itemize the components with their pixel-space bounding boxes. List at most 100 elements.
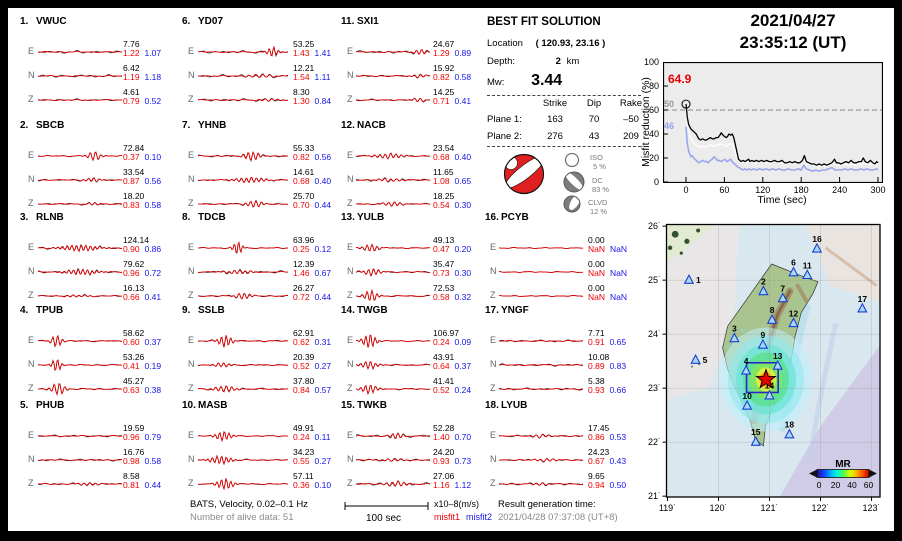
misfit1-value: 0.67 [588, 456, 605, 466]
mech-decomposition-icons [563, 152, 585, 213]
channel-values: 14.25 0.71 0.41 [433, 88, 471, 106]
strike-header: Strike [542, 98, 568, 109]
station-number: 7. [182, 120, 191, 131]
peak-amplitude: 10.08 [588, 352, 610, 362]
station-number: 17. [485, 305, 499, 316]
channel-label: E [28, 150, 35, 160]
station-map-number: 6 [791, 258, 796, 268]
station-block: 3. RLNB E 124.14 0.90 0.86 N 79.62 0.96 0.72 Z 16.1… [20, 212, 178, 308]
peak-amplitude: 0.00 [588, 259, 605, 269]
peak-amplitude: 16.76 [123, 447, 145, 457]
misfit2-value: 0.52 [144, 96, 162, 106]
misfit1-value: 0.36 [293, 480, 310, 490]
channel-label: Z [188, 478, 194, 488]
misfit2-value: 0.66 [609, 385, 627, 395]
peak-amplitude: 14.25 [433, 87, 455, 97]
station-name: SBCB [36, 120, 65, 131]
waveform [38, 458, 122, 462]
mw-value: 3.44 [531, 72, 563, 89]
waveform [198, 478, 288, 491]
misfit2-value: 0.31 [314, 337, 332, 347]
waveform [38, 201, 122, 206]
waveform [38, 151, 122, 162]
channel-label: N [347, 266, 354, 276]
peak-amplitude: 8.30 [293, 87, 310, 97]
misfit2-value: 0.09 [454, 337, 472, 347]
channel-values: 26.27 0.72 0.44 [293, 284, 331, 302]
channel-values: 34.23 0.55 0.27 [293, 448, 331, 466]
peak-amplitude: 6.42 [123, 63, 140, 73]
misfit2-value: 0.65 [454, 176, 472, 186]
channel-values: 8.30 1.30 0.84 [293, 88, 331, 106]
station-triangle-icon [857, 302, 868, 313]
peak-amplitude: 106.97 [433, 328, 459, 338]
event-time: 23:35:12 (UT) [739, 33, 847, 52]
misfit1-value: 0.89 [588, 361, 605, 371]
misfit-xtick: 60 [719, 185, 730, 195]
channel-values: 0.00 NaN NaN [588, 284, 627, 302]
scale-label: 100 sec [366, 513, 402, 524]
station-map-number: 13 [773, 351, 783, 361]
clvd-icon [563, 195, 581, 213]
peak-amplitude: 17.45 [588, 423, 610, 433]
channel-label: N [28, 174, 35, 184]
misfit2-value: 0.32 [454, 292, 472, 302]
misfit2-value: 0.20 [454, 244, 472, 254]
peak-amplitude: 27.06 [433, 471, 455, 481]
peak-amplitude: 25.70 [293, 191, 315, 201]
misfit2-value: 0.41 [454, 96, 472, 106]
peak-amplitude: 34.23 [293, 447, 315, 457]
station-title: 10. MASB [182, 400, 227, 411]
station-triangle-icon [811, 242, 823, 253]
station-name: MASB [198, 400, 228, 411]
peak-amplitude: 23.54 [433, 143, 455, 153]
misfit-xlabel: Time (sec) [757, 194, 807, 206]
station-title: 8. TDCB [182, 212, 226, 223]
station-block: 18. LYUB E 17.45 0.86 0.53 N 24.23 0.67 0.43 Z 9.65… [485, 400, 643, 496]
channel-label: E [28, 430, 35, 440]
alive-data-count: Number of alive data: 51 [190, 512, 294, 523]
misfit2-value: 0.27 [314, 456, 332, 466]
map-lat-tick: 26˙ [648, 221, 661, 231]
misfit2-value: 0.44 [144, 480, 162, 490]
station-title: 11. SXI1 [341, 16, 379, 27]
misfit1-value: 0.91 [588, 337, 605, 347]
misfit2-value: NaN [610, 244, 628, 254]
channel-values: 16.13 0.66 0.41 [123, 284, 161, 302]
channel-label: Z [188, 94, 194, 104]
waveform [198, 268, 288, 275]
map-lat-tick: 25˙ [648, 275, 661, 285]
peak-amplitude: 19.59 [123, 423, 145, 433]
misfit1-value: 1.29 [433, 48, 450, 58]
waveform [356, 97, 430, 103]
channel-label: E [490, 335, 497, 345]
peak-amplitude: 12.39 [293, 259, 315, 269]
station-map-number: 8 [770, 305, 775, 315]
channel-values: 79.62 0.96 0.72 [123, 260, 161, 278]
peak-amplitude: 11.65 [433, 167, 454, 177]
channel-label: N [188, 70, 195, 80]
waveform [356, 384, 430, 396]
misfit-ytick: 100 [643, 57, 659, 67]
station-title: 7. YHNB [182, 120, 226, 131]
iso-icon [564, 152, 580, 168]
misfit-ytick: 40 [648, 129, 659, 139]
channel-values: 23.54 0.68 0.40 [433, 144, 471, 162]
misfit2-legend-label: misfit2 [466, 512, 493, 522]
misfit2-value: 1.12 [454, 480, 472, 490]
channel-values: 57.11 0.36 0.10 [293, 472, 331, 490]
misfit2-value: 0.58 [144, 456, 162, 466]
peak-amplitude: 124.14 [123, 235, 149, 245]
misfit1-value: 1.22 [123, 48, 140, 58]
station-map-number: 3 [732, 323, 737, 333]
epicenter-star-icon [755, 368, 777, 389]
divider [487, 146, 641, 147]
channel-values: 37.80 0.84 0.57 [293, 377, 331, 395]
misfit1-value: 0.24 [293, 432, 310, 442]
waveform [499, 271, 583, 273]
channel-values: 49.13 0.47 0.20 [433, 236, 471, 254]
misfit1-value: 0.94 [588, 480, 605, 490]
station-name: YNGF [501, 305, 529, 316]
station-map: 123456789101112131415161718MR0204060119˙… [648, 221, 881, 513]
waveform [356, 457, 430, 462]
